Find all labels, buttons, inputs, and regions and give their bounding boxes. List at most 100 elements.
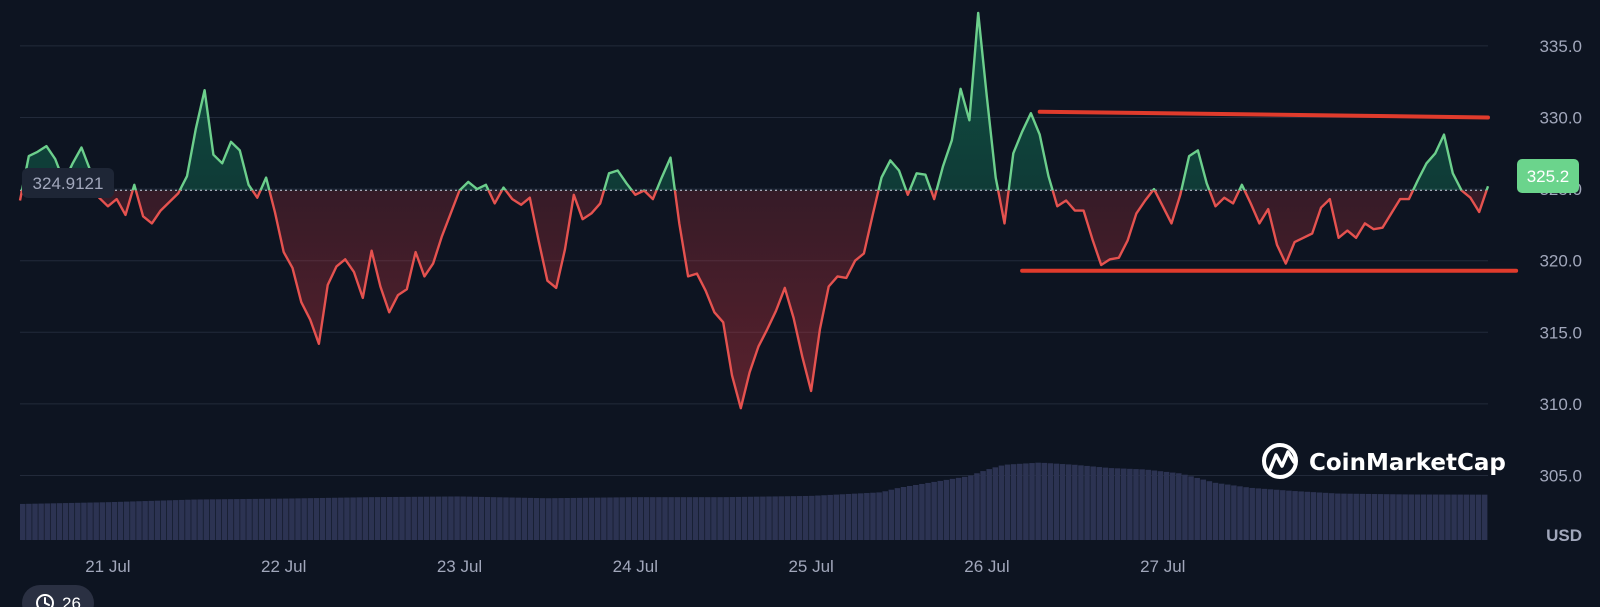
volume-bar [778,496,784,540]
volume-bar [680,497,687,540]
volume-bar [998,465,1005,540]
volume-bar [319,497,326,540]
volume-bar [1029,463,1035,540]
volume-bar [980,471,986,540]
volume-bar [1157,471,1164,540]
volume-bar [484,497,491,540]
volume-bar [270,498,277,540]
volume-bar [1243,487,1249,540]
volume-bar [802,495,809,540]
volume-bar [1145,469,1151,540]
volume-bar [1420,494,1427,540]
volume-bar [117,501,124,540]
volume-bar [870,492,876,540]
volume-bar [735,496,742,540]
volume-bar [1188,476,1194,540]
volume-bar [1139,469,1145,540]
volume-bar [1310,492,1317,540]
volume-bar [784,496,791,540]
volume-bar [1231,485,1237,540]
volume-bar [325,497,332,540]
volume-bar [1292,491,1298,540]
history-badge[interactable]: 26 [22,585,94,607]
coinmarketcap-name: CoinMarketCap [1309,450,1506,476]
volume-bar [1255,488,1262,540]
volume-bar [1017,463,1023,540]
volume-bar [588,497,595,540]
volume-bar [191,499,197,540]
volume-bar [1390,494,1396,540]
volume-bar [1249,487,1255,540]
volume-bar [723,497,729,540]
volume-bar [209,499,216,540]
volume-bar [1475,494,1482,540]
volume-bar [1194,477,1200,540]
volume-bar [44,503,50,540]
volume-bar [986,469,992,540]
volume-bar [136,501,142,540]
volume-bar [1328,493,1335,540]
volume-bar [705,497,711,540]
volume-bar [1176,473,1182,540]
volume-bar [686,497,693,540]
volume-bar [105,502,112,540]
volume-bar [741,496,748,540]
coinmarketcap-watermark: CoinMarketCap [1262,443,1506,479]
volume-bar [154,500,161,540]
volume-bar [1463,494,1470,540]
volume-bar [937,480,944,540]
volume-bar [1218,483,1225,540]
volume-bar [1408,494,1414,540]
volume-bar [1133,469,1139,540]
volume-bar [601,497,607,540]
volume-bar [1341,493,1347,540]
volume-bar [790,496,797,540]
volume-bar [906,485,913,540]
volume-bar [533,498,540,540]
volume-bar [827,494,833,540]
volume-bar [1261,488,1268,540]
volume-bar [1384,494,1390,540]
volume-bar [1004,464,1011,540]
volume-bar [1041,462,1047,540]
volume-bar [961,476,968,540]
volume-bar [1237,486,1243,540]
price-line-up [20,11,1490,191]
x-tick-label: 25 Jul [788,557,833,576]
volume-bar [711,497,717,540]
volume-bar [656,497,662,540]
volume-bar [1451,494,1457,540]
volume-bar [747,496,754,540]
volume-bar [1127,468,1133,540]
volume-bar [87,502,93,540]
volume-bar [913,484,919,540]
volume-bar [448,496,454,540]
volume-bar [56,503,63,540]
volume-bar [815,495,821,540]
volume-bar [1273,489,1280,540]
current-price-text: 325.2 [1527,167,1570,186]
volume-bar [20,503,26,540]
volume-bar [1053,463,1060,540]
volume-bar [399,496,405,540]
volume-bar [490,497,497,540]
volume-bar [1084,465,1090,540]
volume-bar [1023,463,1029,540]
volume-bar [882,491,888,540]
volume-bar [754,496,760,540]
volume-bar [1121,468,1127,540]
volume-bar [68,502,75,540]
volume-bar [833,494,840,540]
volume-bar [331,497,338,540]
volume-bar [405,496,411,540]
volume-bar [1359,493,1366,540]
volume-bar [93,502,99,540]
baseline-label-text: 324.9121 [33,174,104,193]
volume-bar [423,496,430,540]
volume-bar [276,498,283,540]
volume-bar [546,498,552,540]
volume-bar [179,499,185,540]
volume-bar [1078,465,1084,540]
